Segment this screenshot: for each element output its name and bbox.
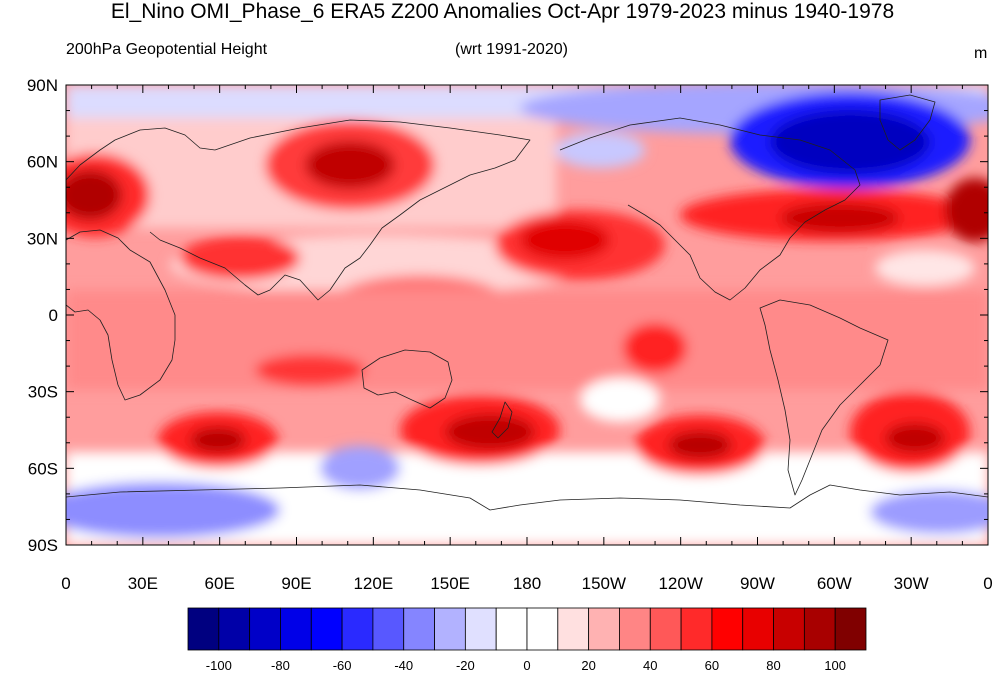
lon-label: 120E: [353, 574, 393, 593]
coastline-new-zealand: [491, 401, 513, 439]
variable-label: 200hPa Geopotential Height: [66, 41, 268, 58]
south-pacific-white: [580, 378, 660, 422]
lon-label: 60E: [205, 574, 235, 593]
lat-label: 30N: [27, 229, 58, 248]
colorbar-label: -20: [456, 658, 475, 673]
siberia-high-inner: [305, 141, 395, 189]
colorbar-label: 20: [581, 658, 595, 673]
colorbar-box: [680, 607, 713, 651]
lon-label: 90W: [740, 574, 775, 593]
lat-label: 0: [49, 306, 58, 325]
colorbar-box: [372, 607, 405, 651]
lon-label: 60W: [817, 574, 852, 593]
colorbar-box: [742, 607, 774, 651]
anomaly-field: [66, 85, 988, 545]
colorbar-box: [526, 607, 559, 651]
coastline-europe: [66, 127, 216, 181]
colorbar-box: [403, 607, 435, 651]
figure-title: El_Nino OMI_Phase_6 ERA5 Z200 Anomalies …: [110, 0, 895, 23]
colorbar-label: -100: [206, 658, 232, 673]
reference-period-label: (wrt 1991-2020): [455, 41, 568, 58]
atlantic-light-patch: [875, 250, 975, 286]
colorbar-label: -80: [271, 658, 290, 673]
colorbar-label: 100: [824, 658, 846, 673]
lon-label: 180: [513, 574, 541, 593]
north-pacific-high-inner: [520, 220, 610, 260]
lat-label: 90S: [28, 536, 58, 555]
lat-label: 30S: [28, 383, 58, 402]
coastline-australia: [361, 349, 453, 409]
tropical-band: [66, 290, 988, 390]
coastlines: [66, 94, 988, 511]
lat-label: 60S: [28, 459, 58, 478]
south-indian-high-inner: [190, 427, 246, 453]
southern-blue-east: [870, 490, 988, 534]
tasman-high-inner: [445, 414, 535, 450]
units-label: m: [974, 45, 988, 62]
lon-label: 90E: [281, 574, 311, 593]
colorbar-label: -60: [333, 658, 352, 673]
canada-trough-inner: [770, 110, 930, 174]
colorbar-box: [464, 607, 497, 651]
coastline-africa-europe: [66, 229, 176, 401]
southern-blue-west: [66, 482, 280, 538]
colorbar-box: [619, 607, 651, 651]
colorbar-box: [249, 607, 281, 651]
colorbar-box: [649, 607, 682, 651]
colorbar-box: [341, 607, 374, 651]
lon-label: 30E: [128, 574, 158, 593]
colorbar-label: 0: [523, 658, 530, 673]
colorbar-box: [187, 607, 220, 651]
atlantic-europe-high: [945, 178, 988, 242]
north-america-high-inner: [780, 203, 900, 233]
coastline-greenland: [879, 94, 936, 151]
lon-label: 150W: [582, 574, 626, 593]
coastline-south-america: [759, 299, 889, 496]
east-pacific-tropical-high: [623, 323, 687, 373]
lon-label: 120W: [658, 574, 702, 593]
lon-label: 0: [61, 574, 70, 593]
lat-label: 60N: [27, 153, 58, 172]
bering-negative: [555, 132, 645, 168]
coastline-antarctica: [66, 484, 988, 511]
colorbar-label: 80: [766, 658, 780, 673]
colorbar-box: [218, 607, 251, 651]
coastline-asia: [149, 119, 531, 301]
colorbar-box: [310, 607, 343, 651]
colorbar-box: [495, 607, 528, 651]
europe-high-inner: [66, 170, 122, 220]
colorbar-label: -40: [394, 658, 413, 673]
colorbar-box: [557, 607, 590, 651]
colorbar-label: 60: [705, 658, 719, 673]
arabia-high: [180, 236, 300, 280]
colorbar: -100 -80 -60 -40 -20 0 20 40 60 80 100: [187, 607, 867, 673]
colorbar-box: [588, 607, 620, 651]
lon-label: 0: [983, 574, 992, 593]
colorbar-box: [834, 607, 867, 651]
lon-label: 150E: [430, 574, 470, 593]
indian-ocean-high: [255, 354, 365, 386]
south-pacific-high-inner: [668, 431, 732, 459]
colorbar-box: [711, 607, 744, 651]
colorbar-label: 40: [643, 658, 657, 673]
lon-label: 30W: [894, 574, 929, 593]
colorbar-box: [773, 607, 805, 651]
lat-label: 90N: [27, 76, 58, 95]
colorbar-box: [434, 607, 466, 651]
south-atlantic-high-inner: [885, 423, 945, 453]
colorbar-box: [280, 607, 312, 651]
southern-blue-indian: [320, 446, 400, 490]
coastline-north-america: [559, 117, 861, 301]
colorbar-box: [803, 607, 836, 651]
